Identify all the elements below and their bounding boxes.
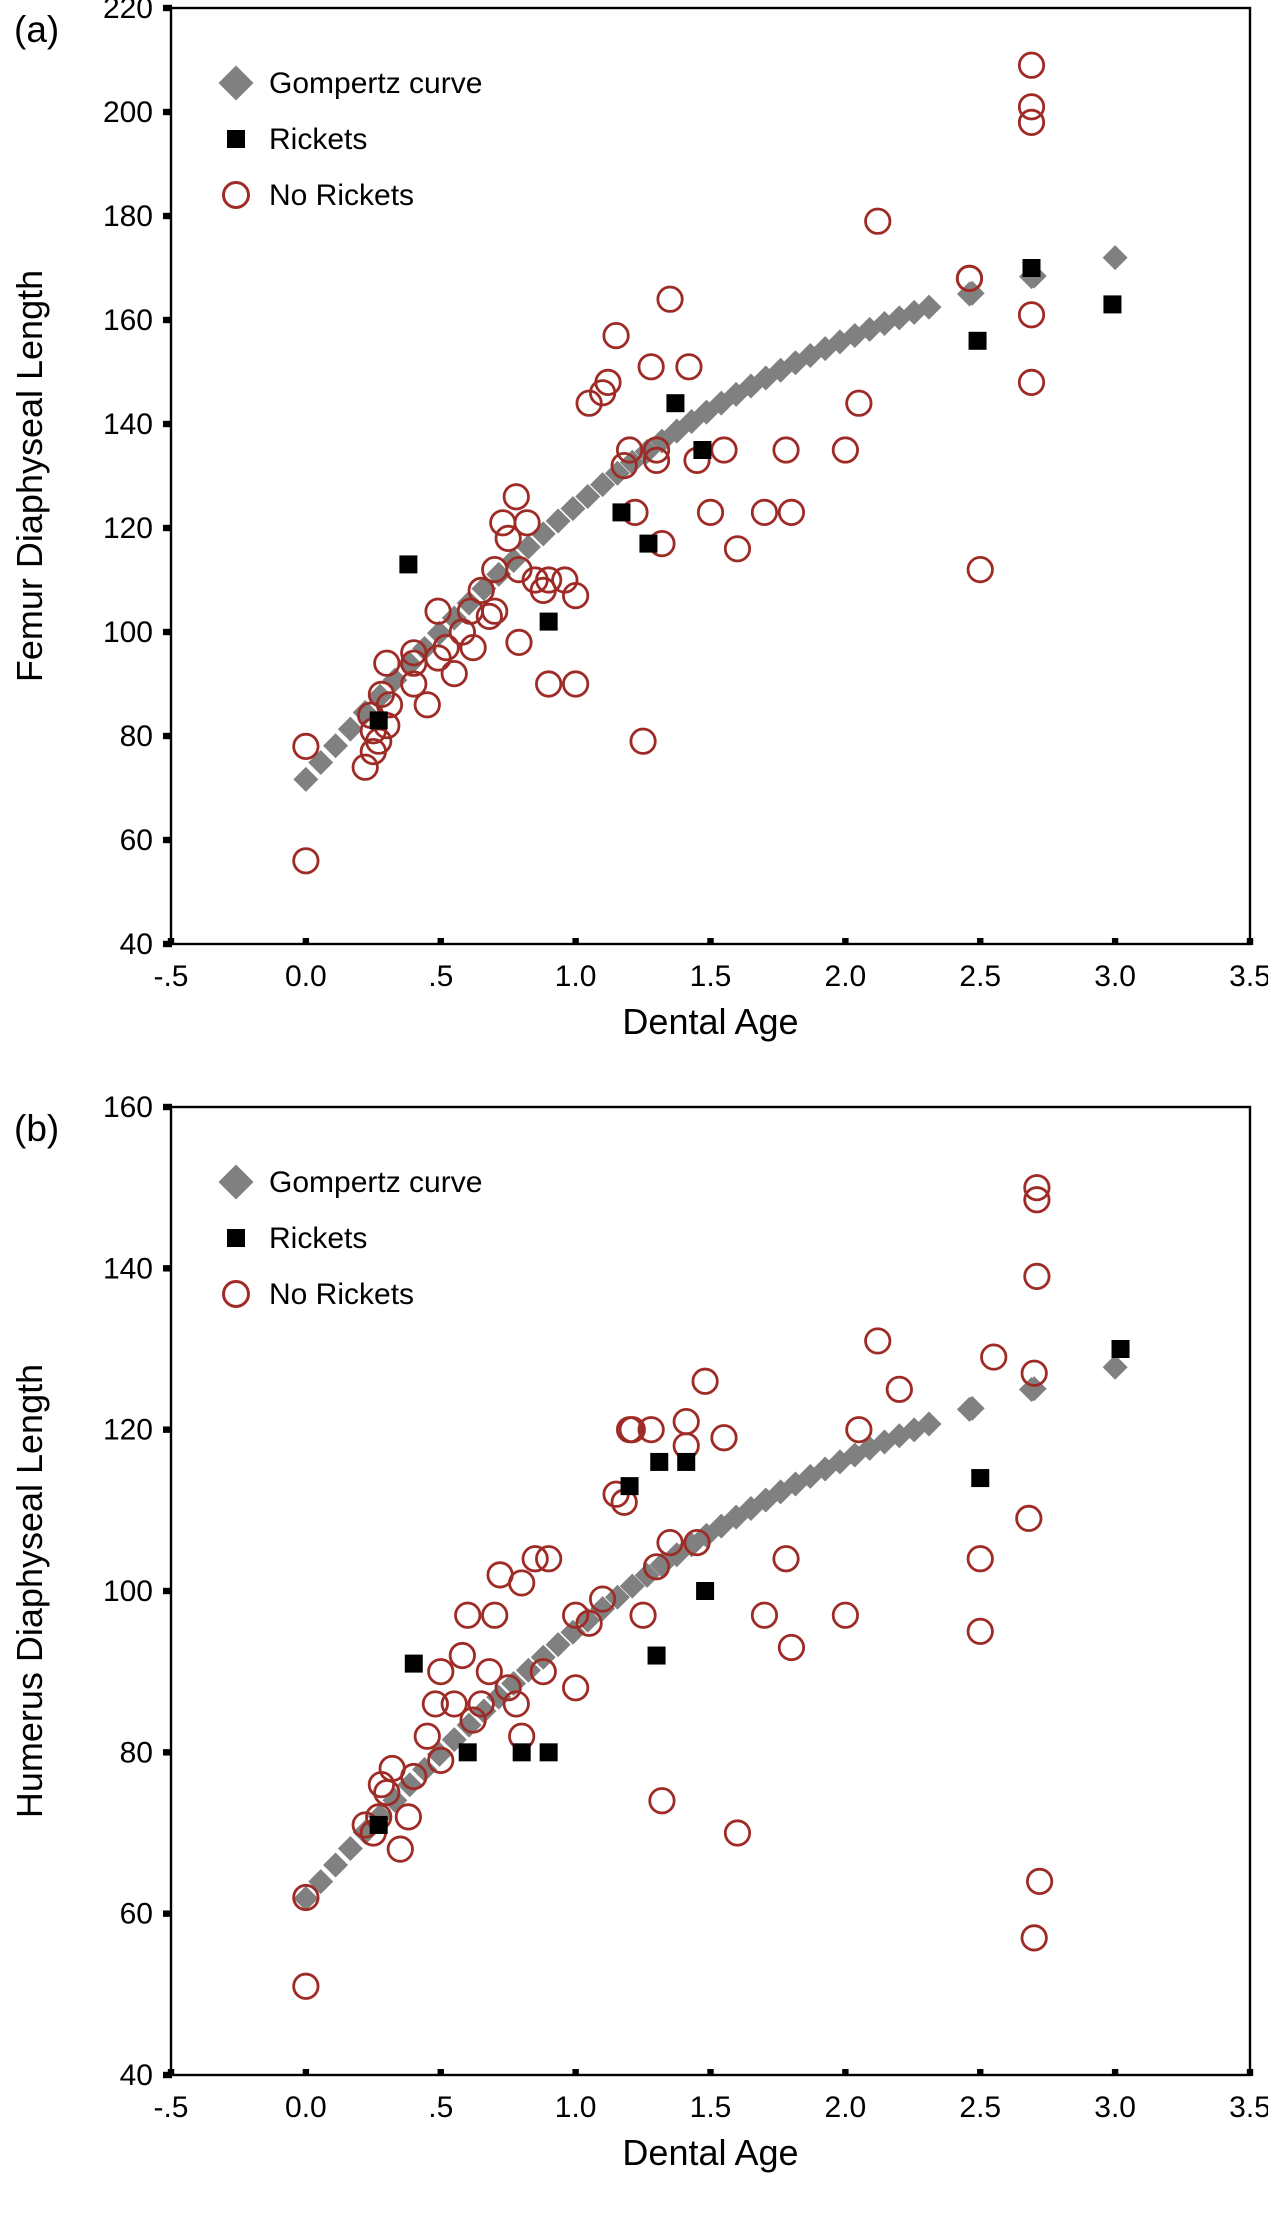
svg-text:Dental Age: Dental Age	[622, 1001, 798, 1042]
svg-text:180: 180	[103, 200, 153, 233]
svg-text:-.5: -.5	[153, 960, 188, 993]
svg-text:80: 80	[120, 720, 153, 753]
svg-text:Rickets: Rickets	[269, 1222, 367, 1255]
svg-text:100: 100	[103, 616, 153, 649]
svg-text:220: 220	[103, 0, 153, 25]
svg-text:1.0: 1.0	[555, 2091, 597, 2124]
svg-text:60: 60	[120, 824, 153, 857]
svg-text:Gompertz curve: Gompertz curve	[269, 1166, 482, 1199]
svg-text:0.0: 0.0	[285, 2091, 327, 2124]
svg-text:1.5: 1.5	[690, 2091, 732, 2124]
svg-text:200: 200	[103, 96, 153, 129]
svg-text:No Rickets: No Rickets	[269, 179, 414, 212]
svg-text:120: 120	[103, 1414, 153, 1447]
svg-text:3.0: 3.0	[1094, 2091, 1136, 2124]
svg-text:Humerus Diaphyseal Length: Humerus Diaphyseal Length	[9, 1364, 50, 1818]
svg-text:0.0: 0.0	[285, 960, 327, 993]
svg-text:2.0: 2.0	[825, 2091, 867, 2124]
svg-text:-.5: -.5	[153, 2091, 188, 2124]
svg-text:1.0: 1.0	[555, 960, 597, 993]
svg-text:80: 80	[120, 1736, 153, 1769]
svg-text:.5: .5	[428, 2091, 453, 2124]
svg-text:40: 40	[120, 928, 153, 961]
svg-text:.5: .5	[428, 960, 453, 993]
svg-text:No Rickets: No Rickets	[269, 1278, 414, 1311]
svg-text:100: 100	[103, 1575, 153, 1608]
svg-text:40: 40	[120, 2059, 153, 2092]
svg-text:160: 160	[103, 304, 153, 337]
svg-text:140: 140	[103, 1252, 153, 1285]
svg-text:Dental Age: Dental Age	[622, 2132, 798, 2173]
svg-text:3.5: 3.5	[1229, 2091, 1268, 2124]
svg-text:1.5: 1.5	[690, 960, 732, 993]
svg-text:2.0: 2.0	[825, 960, 867, 993]
svg-text:Rickets: Rickets	[269, 123, 367, 156]
svg-text:(a): (a)	[14, 9, 59, 50]
svg-text:3.0: 3.0	[1094, 960, 1136, 993]
svg-text:60: 60	[120, 1898, 153, 1931]
svg-text:120: 120	[103, 512, 153, 545]
svg-text:Femur Diaphyseal Length: Femur Diaphyseal Length	[9, 270, 50, 682]
svg-text:2.5: 2.5	[959, 960, 1001, 993]
svg-text:160: 160	[103, 1091, 153, 1124]
svg-text:3.5: 3.5	[1229, 960, 1268, 993]
svg-text:(b): (b)	[14, 1108, 59, 1149]
svg-text:2.5: 2.5	[959, 2091, 1001, 2124]
svg-text:140: 140	[103, 408, 153, 441]
svg-text:Gompertz curve: Gompertz curve	[269, 67, 482, 100]
